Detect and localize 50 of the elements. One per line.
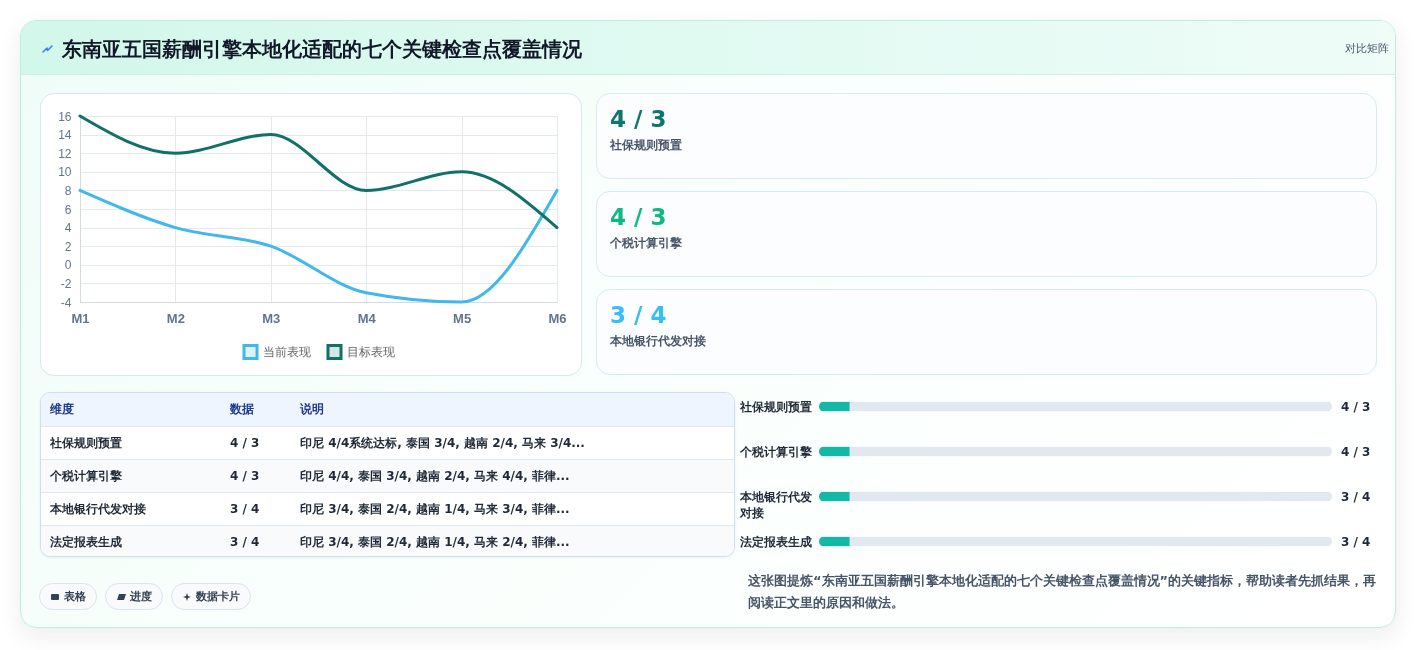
y-tick-label: 12 (58, 146, 72, 161)
text: 4 / 3 (610, 204, 667, 230)
text: 说明 (300, 401, 325, 418)
text: 3 / 4 (1341, 534, 1371, 549)
text: 印尼 4/4, 泰国 3/4, 越南 2/4, 马来 4/4, 菲律... (300, 467, 571, 485)
y-tick-label: 6 (64, 202, 72, 217)
legend-label: 当前表现 (263, 344, 311, 359)
y-tick-label: 0 (64, 258, 72, 273)
y-tick-label: 个税计算引擎 (738, 444, 813, 459)
y-tick-label: 2 (64, 239, 72, 254)
category-label: 本地银行代发对接 (610, 333, 706, 349)
text: 印尼 3/4, 泰国 2/4, 越南 1/4, 马来 3/4, 菲律... (300, 500, 571, 518)
text: 数据 (230, 401, 255, 418)
text: 3 / 4 (1341, 489, 1371, 504)
x-tick-label: M4 (357, 310, 377, 326)
y-tick-label: 8 (64, 183, 72, 198)
y-tick-label: 法定报表生成 (738, 534, 812, 549)
y-tick-label: 本地银行代发对接 (738, 489, 812, 520)
x-tick-label: M1 (71, 310, 90, 326)
category-label: 个税计算引擎 (610, 235, 682, 251)
text: 3 / 4 (230, 535, 261, 549)
text: 4 / 3 (610, 106, 667, 132)
text: 3 / 4 (610, 302, 667, 328)
category-label: 社保规则预置 (610, 137, 682, 153)
x-tick-label: M2 (166, 310, 185, 326)
text: 4 / 3 (230, 469, 261, 483)
y-tick-label: 社保规则预置 (738, 399, 812, 414)
text: 4 / 3 (1341, 399, 1371, 414)
y-tick-label: -4 (60, 295, 72, 310)
text: 进度 (130, 589, 152, 604)
text: 印尼 4/4系统达标, 泰国 3/4, 越南 2/4, 马来 3/4... (300, 434, 586, 452)
text: 维度 (50, 401, 75, 418)
x-tick-label: M3 (262, 310, 281, 326)
y-tick-label: -2 (60, 276, 72, 291)
text: 印尼 3/4, 泰国 2/4, 越南 1/4, 马来 2/4, 菲律... (300, 533, 571, 551)
y-tick-label: 14 (58, 128, 72, 143)
text: 4 / 3 (230, 436, 261, 450)
text: 东南亚五国薪酬引擎本地化适配的七个关键检查点覆盖情况 (62, 36, 582, 63)
x-tick-label: M5 (453, 310, 472, 326)
y-tick-label: 4 (64, 221, 72, 236)
legend-label: 目标表现 (347, 344, 395, 359)
text: 4 / 3 (1341, 444, 1371, 459)
y-tick-label: 16 (58, 109, 72, 124)
x-tick-label: M6 (548, 310, 567, 326)
text: 对比矩阵 (1345, 41, 1389, 57)
text: 3 / 4 (230, 502, 261, 516)
text: 这张图提炼“东南亚五国薪酬引擎本地化适配的七个关键检查点覆盖情况”的关键指标，帮助读者先抓结果，再阅读正文里的原因和做法。 (748, 572, 1378, 612)
text: 数据卡片 (196, 589, 240, 604)
text: 表格 (64, 589, 86, 604)
y-tick-label: 10 (58, 165, 72, 180)
